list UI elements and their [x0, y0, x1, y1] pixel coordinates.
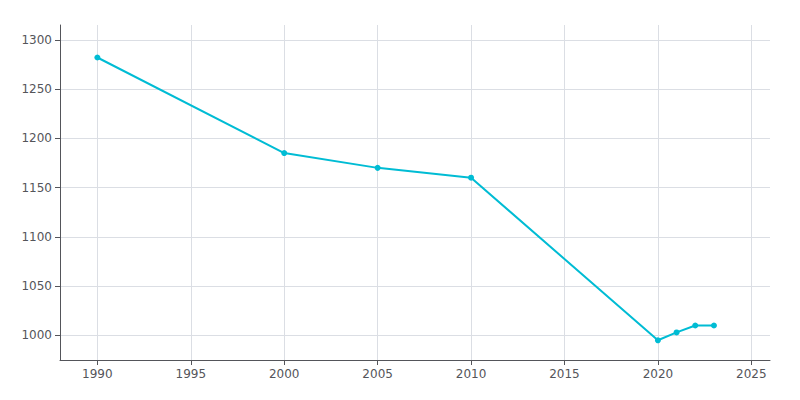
svg-text:1995: 1995	[176, 367, 207, 381]
svg-text:1200: 1200	[21, 131, 52, 145]
svg-text:1250: 1250	[21, 82, 52, 96]
svg-text:2010: 2010	[456, 367, 487, 381]
svg-text:1990: 1990	[82, 367, 113, 381]
svg-text:2020: 2020	[643, 367, 674, 381]
svg-text:1000: 1000	[21, 328, 52, 342]
svg-text:2015: 2015	[549, 367, 580, 381]
svg-text:1100: 1100	[21, 230, 52, 244]
svg-text:1150: 1150	[21, 181, 52, 195]
svg-text:2000: 2000	[269, 367, 300, 381]
svg-text:2005: 2005	[362, 367, 393, 381]
svg-text:2025: 2025	[736, 367, 767, 381]
svg-text:1300: 1300	[21, 33, 52, 47]
svg-text:1050: 1050	[21, 279, 52, 293]
